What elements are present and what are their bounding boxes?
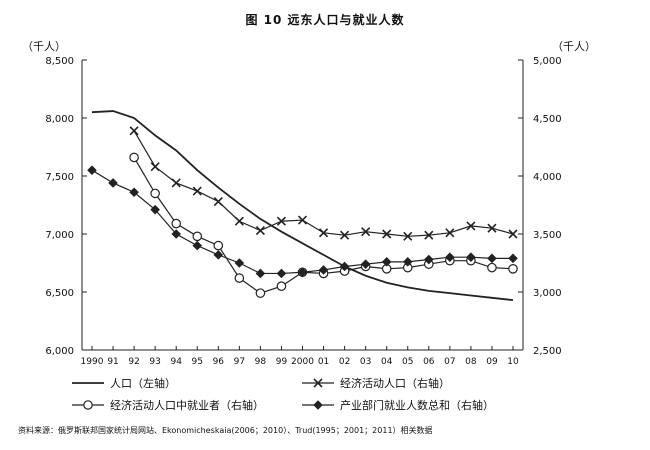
x-axis-tick-label: 96 [213,357,225,367]
data-point-sector-employment [381,257,392,267]
x-axis-tick-label: 1990 [81,357,104,367]
data-point-sector-employment [234,258,245,268]
x-axis-tick-label: 98 [255,357,267,367]
data-point-employed [150,188,160,199]
data-point-active-population [129,126,139,136]
x-axis-tick-label: 91 [107,357,118,367]
data-point-sector-employment [87,165,97,175]
data-point-sector-employment [213,250,224,260]
legend-label-sector-employment: 产业部门就业人数总和（右轴） [340,399,494,412]
data-point-active-population [276,216,287,226]
x-axis-tick-label: 09 [486,357,498,367]
data-point-active-population [466,221,476,231]
data-point-active-population [318,228,329,238]
left-axis-tick-label: 7,000 [45,230,74,241]
data-point-active-population [192,186,202,196]
data-point-sector-employment [255,268,266,279]
x-axis-tick-label: 03 [360,357,371,367]
data-point-sector-employment [466,252,476,262]
data-point-active-population [234,216,244,226]
data-point-employed [276,281,287,291]
series-line-active-population [133,130,514,237]
data-point-active-population [255,225,265,236]
legend-marker-employed [83,400,93,410]
data-point-sector-employment [171,229,181,239]
data-point-sector-employment [508,253,518,264]
data-point-sector-employment [276,268,287,279]
x-axis-tick-label: 01 [318,357,329,367]
data-point-sector-employment [445,252,455,262]
x-axis-tick-label: 92 [128,357,139,367]
legend-marker-sector-employment [313,400,323,410]
x-axis-tick-label: 10 [507,357,519,367]
left-axis-tick-label: 6,500 [45,288,74,299]
right-axis-tick-label: 2,500 [533,346,562,357]
data-point-employed [171,218,181,229]
data-point-active-population [297,215,308,225]
data-point-sector-employment [339,261,350,272]
series-line-population [91,110,514,302]
legend-label-active-population: 经济活动人口（右轴） [340,377,450,390]
data-point-employed [129,152,139,163]
source-note: 资料来源：俄罗斯联邦国家统计局网站、Ekonomicheskaia(2006；2… [18,426,433,435]
legend-label-population: 人口（左轴） [110,377,176,390]
left-axis-unit: （千人） [22,40,66,53]
data-point-active-population [340,230,350,240]
x-axis-tick-label: 02 [339,357,350,367]
data-point-sector-employment [150,204,160,215]
right-axis-unit: （千人） [552,40,596,53]
data-point-active-population [508,229,518,239]
data-point-sector-employment [318,265,329,275]
left-axis-tick-label: 8,000 [45,114,74,125]
x-axis-tick-label: 95 [192,357,203,367]
data-point-active-population [403,231,413,241]
chart-title: 图 10 远东人口与就业人数 [245,13,405,27]
data-point-sector-employment [487,253,497,264]
data-point-employed [508,263,518,274]
x-axis-tick-label: 06 [423,357,435,367]
data-point-sector-employment [297,267,308,278]
x-axis-tick-label: 93 [149,357,160,367]
data-point-sector-employment [360,259,371,269]
data-point-active-population [424,230,434,240]
data-point-employed [213,240,224,251]
left-axis-tick-label: 8,500 [45,56,74,67]
data-point-active-population [445,228,455,238]
data-point-sector-employment [129,187,139,198]
data-point-active-population [171,178,181,188]
x-axis-tick-label: 2000 [291,357,314,367]
data-point-employed [255,288,266,298]
x-axis-tick-label: 07 [444,357,455,367]
data-point-sector-employment [108,178,118,188]
right-axis-tick-label: 5,000 [533,56,562,67]
legend-marker-active-population [313,378,323,388]
left-axis-tick-label: 7,500 [45,172,74,183]
x-axis-tick-label: 94 [170,357,182,367]
data-point-employed [234,273,245,283]
right-axis-tick-label: 4,500 [533,114,562,125]
data-point-sector-employment [424,254,434,265]
left-axis-tick-label: 6,000 [45,346,74,357]
legend-label-employed: 经济活动人口中就业者（右轴） [110,399,264,412]
data-point-active-population [361,227,371,237]
data-point-active-population [487,223,497,233]
x-axis-tick-label: 97 [234,357,245,367]
x-axis-tick-label: 99 [276,357,288,367]
x-axis-tick-label: 08 [465,357,477,367]
data-point-employed [487,262,497,273]
data-point-active-population [150,162,160,172]
data-point-sector-employment [192,240,203,251]
data-point-active-population [213,196,223,207]
data-point-sector-employment [402,257,413,267]
right-axis-tick-label: 4,000 [533,172,562,183]
data-point-employed [192,231,203,242]
x-axis-tick-label: 05 [402,357,413,367]
data-point-active-population [382,229,392,239]
x-axis-tick-label: 04 [381,357,393,367]
right-axis-tick-label: 3,500 [533,230,562,241]
right-axis-tick-label: 3,000 [533,288,562,299]
